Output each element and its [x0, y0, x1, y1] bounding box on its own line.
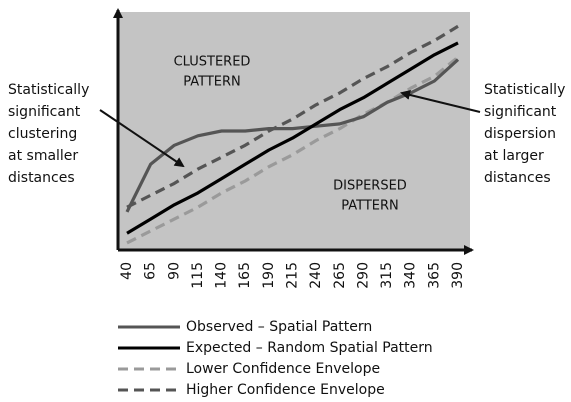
annotation-line: Statistically: [484, 82, 565, 98]
annotation-line: distances: [8, 170, 75, 186]
x-ticks: 40 65 90 115 140 165 190 215 240 265 290 315 340 365 3…: [119, 262, 466, 289]
annotation: CLUSTERED: [174, 55, 251, 70]
annotation: PATTERN: [341, 199, 399, 214]
x-tick-label: 240: [308, 262, 324, 289]
right-note: Statistically significant dispersion at lar…: [484, 82, 565, 186]
x-tick-label: 140: [214, 262, 230, 289]
x-tick-label: 65: [143, 262, 159, 280]
x-tick-label: 315: [379, 262, 395, 289]
legend-label: Lower Confidence Envelope: [186, 361, 380, 377]
arrow: [400, 90, 481, 113]
annotation: PATTERN: [183, 75, 241, 90]
annotation-line: at smaller: [8, 148, 78, 164]
legend: Observed – Spatial Pattern Expected – Ran…: [118, 319, 433, 398]
legend-label: Higher Confidence Envelope: [186, 382, 385, 398]
x-tick-label: 290: [355, 262, 371, 289]
x-tick-label: 165: [237, 262, 253, 289]
arrow: [99, 109, 185, 168]
left-note: Statistically significant clustering at sma…: [8, 82, 89, 186]
legend-label: Expected – Random Spatial Pattern: [186, 340, 433, 356]
x-tick-label: 215: [285, 262, 301, 289]
legend-label: Observed – Spatial Pattern: [186, 319, 372, 335]
annotation-line: distances: [484, 170, 551, 186]
x-tick-label: 340: [403, 262, 419, 289]
annotation: DISPERSED: [333, 179, 407, 194]
x-tick-label: 390: [450, 262, 466, 289]
plot-area: [118, 12, 470, 250]
x-tick-label: 115: [190, 262, 206, 289]
x-tick-label: 40: [119, 262, 135, 280]
annotation-line: at larger: [484, 148, 544, 164]
annotation-line: significant: [484, 104, 557, 120]
series-line: [126, 41, 459, 235]
annotation-line: clustering: [8, 126, 77, 142]
annotation-line: Statistically: [8, 82, 89, 98]
x-tick-label: 190: [261, 262, 277, 289]
annotation-line: dispersion: [484, 126, 556, 142]
x-tick-label: 365: [426, 262, 442, 289]
x-tick-label: 90: [166, 262, 182, 280]
x-tick-label: 265: [332, 262, 348, 289]
annotation-line: significant: [8, 104, 81, 120]
